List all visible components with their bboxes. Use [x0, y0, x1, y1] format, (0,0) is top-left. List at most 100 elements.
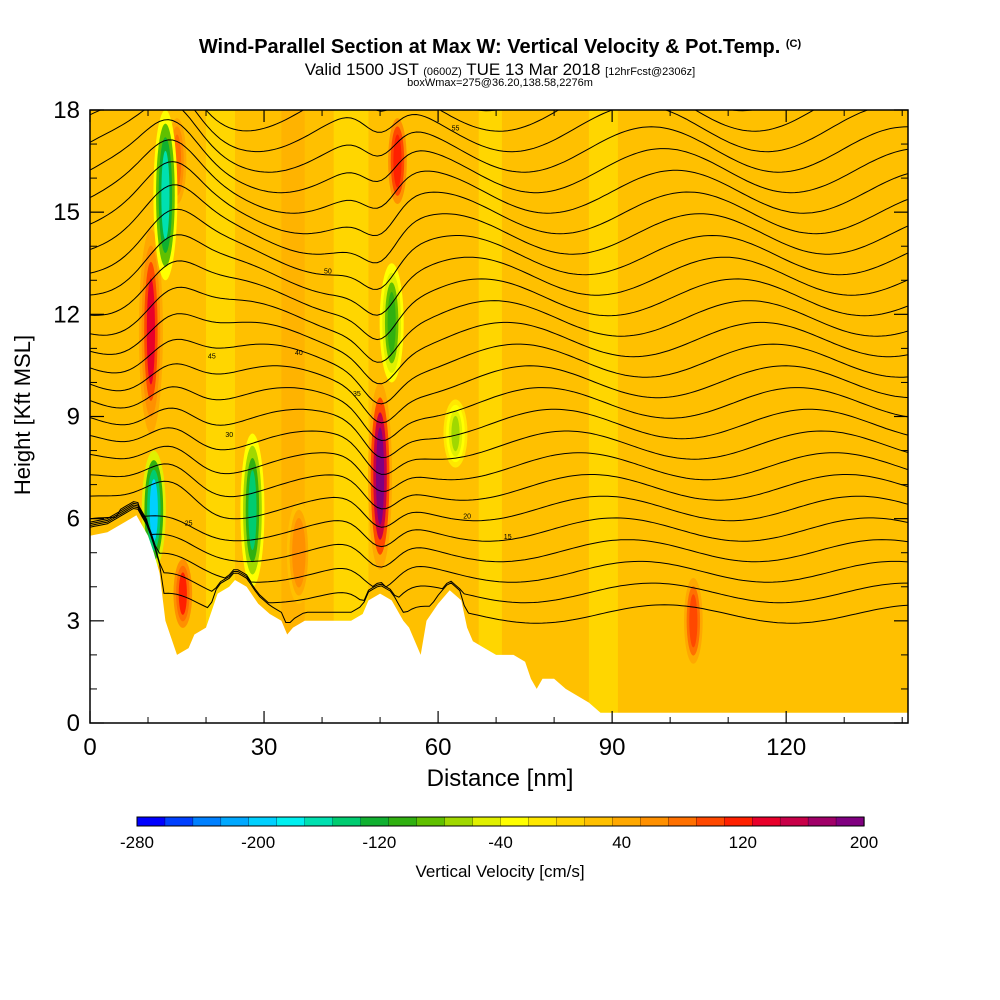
theta-label: 40 [295, 350, 303, 357]
theta-contours [90, 110, 908, 624]
colorbar-swatch [584, 816, 613, 827]
colorbar-swatch [752, 816, 781, 827]
chart-title: Wind-Parallel Section at Max W: Vertical… [0, 36, 1000, 59]
updraft-core-5 [286, 501, 311, 604]
theta-contour [90, 161, 908, 237]
colorbar-tick-label: -200 [241, 833, 275, 852]
theta-contour [90, 445, 908, 492]
y-tick-label: 3 [67, 608, 80, 635]
colorbar-swatch [500, 816, 530, 827]
colorbar-swatch [360, 816, 390, 827]
colorbar-tick-label: 120 [729, 833, 757, 852]
theta-contour [90, 119, 908, 194]
theta-label: 25 [185, 520, 193, 527]
colorbar-swatch [136, 816, 166, 827]
updraft-core-4 [681, 569, 706, 672]
theta-contour [90, 313, 908, 385]
terrain-mask [90, 515, 908, 723]
x-tick-label: 30 [251, 734, 278, 761]
forecast-info: [12hrFcst@2306z] [605, 66, 696, 78]
theta-label: 15 [504, 534, 512, 541]
y-tick-label: 6 [67, 506, 80, 533]
x-tick-label: 60 [425, 734, 452, 761]
velocity-cores [138, 110, 706, 672]
theta-label: 55 [452, 125, 460, 132]
theta-contour [90, 363, 908, 424]
valid-date: TUE 13 Mar 2018 [466, 60, 601, 79]
x-tick-label: 120 [766, 734, 806, 761]
colorbar-swatch [640, 816, 669, 827]
colorbar-swatch [276, 816, 306, 827]
theta-contour [90, 208, 908, 290]
theta-label: 50 [324, 268, 332, 275]
y-tick-label: 18 [53, 97, 80, 124]
colorbar-swatch [472, 816, 502, 827]
theta-contour [90, 506, 908, 604]
theta-contour [90, 110, 908, 173]
title-tag: (C) [785, 38, 802, 50]
colorbar-swatch [164, 816, 194, 827]
box-info: boxWmax=275@36.20,138.58,2276m [407, 77, 593, 89]
colorbar-swatch [304, 816, 334, 827]
x-axis-label: Distance [nm] [426, 765, 574, 792]
field-streak [542, 110, 578, 723]
colorbar-swatch [444, 816, 474, 827]
theta-contour [90, 507, 908, 624]
colorbar-swatch [528, 816, 558, 827]
colorbar-swatch [668, 816, 697, 827]
title-main: Wind-Parallel Section at Max W: Vertical… [198, 36, 781, 58]
theta-label: 45 [208, 354, 216, 361]
colorbar-swatch [835, 816, 865, 827]
colorbar-swatch [612, 816, 641, 827]
colorbar-swatch [388, 816, 418, 827]
theta-contour [90, 338, 908, 405]
theta-contour [90, 139, 908, 214]
theta-contour [90, 504, 908, 588]
theta-label: 20 [463, 514, 471, 521]
downdraft-core-11 [443, 399, 468, 468]
theta-contour [90, 234, 908, 316]
colorbar-tick-label: -120 [362, 833, 396, 852]
theta-label: 35 [353, 391, 361, 398]
chart-subtitle: Valid 1500 JST (0600Z) TUE 13 Mar 2018 [… [0, 60, 1000, 80]
colorbar-swatch [556, 816, 586, 827]
colorbar-swatch [220, 816, 250, 827]
colorbar-tick-label: -40 [488, 833, 513, 852]
colorbar-tick-label: 40 [612, 833, 631, 852]
colorbar-swatch [248, 816, 278, 827]
theta-contour [90, 463, 908, 510]
colorbar-swatch [724, 816, 753, 827]
downdraft-core-9 [240, 433, 265, 587]
colorbar-swatch [332, 816, 362, 827]
field-streak [739, 110, 769, 723]
theta-contour [90, 427, 908, 475]
colorbar-tick-label: 200 [850, 833, 878, 852]
field-streak [588, 110, 618, 723]
colorbar-swatch [807, 816, 837, 827]
updraft-core-1 [170, 552, 195, 635]
theta-contour [90, 286, 908, 363]
theta-contour [90, 184, 908, 264]
colorbar-swatch [779, 816, 809, 827]
colorbar-swatch [416, 816, 446, 827]
colorbar-swatch [192, 816, 222, 827]
theta-contour [90, 260, 908, 341]
theta-contour [90, 501, 908, 548]
downdraft-core-7 [153, 110, 178, 281]
x-tick-label: 0 [83, 734, 96, 761]
theta-label: 30 [225, 432, 233, 439]
theta-contour [90, 407, 908, 459]
y-tick-label: 12 [53, 301, 80, 328]
theta-contour [90, 502, 908, 568]
field-streak [820, 110, 856, 723]
theta-contour [90, 110, 869, 153]
colorbar-frame [136, 816, 865, 827]
theta-contour [90, 480, 908, 528]
terrain [90, 515, 908, 723]
y-tick-label: 0 [67, 710, 80, 737]
field-streak [478, 110, 502, 723]
theta-labels: 15 20 25 30 35 40 45 50 55 [185, 125, 512, 541]
colorbar: -280 -200 -120 -40 40 120 200 [120, 816, 878, 852]
valid-time: Valid 1500 JST [304, 60, 419, 79]
